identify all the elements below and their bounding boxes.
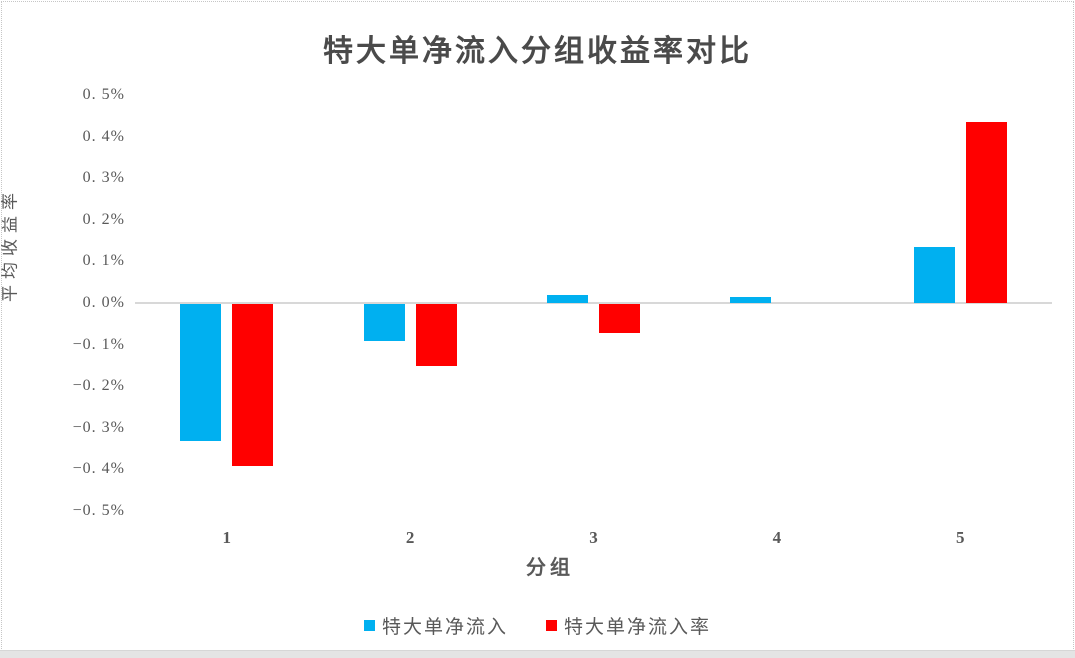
x-tick-label: 4 — [772, 528, 782, 547]
bar-series-1-group-5 — [913, 246, 955, 303]
bar-series-1-group-1 — [180, 304, 222, 442]
plot-area — [135, 95, 1052, 511]
bar-series-1-group-4 — [730, 296, 772, 303]
x-axis-title: 分组 — [526, 557, 574, 579]
y-tick-label: −0. 1% — [72, 335, 125, 353]
bar-series-1-group-3 — [547, 294, 588, 303]
legend-item-series-2: 特大单净流入率 — [546, 612, 711, 639]
bar-series-2-group-1 — [232, 304, 274, 467]
legend-swatch-blue — [363, 620, 375, 631]
legend-swatch-red — [546, 620, 557, 631]
y-tick-label: −0. 4% — [72, 460, 125, 478]
y-axis-title-text: 平均收益率 — [0, 187, 20, 302]
legend-item-series-1: 特大单净流入 — [363, 612, 508, 639]
chart-title: 特大单净流入分组收益率对比 — [323, 35, 752, 68]
y-tick-label: 0. 0% — [82, 294, 125, 311]
x-tick-label: 3 — [589, 528, 598, 547]
x-tick-label: 1 — [222, 528, 231, 547]
zero-axis-line — [135, 302, 1052, 304]
y-tick-label: 0. 2% — [82, 210, 125, 228]
y-tick-label: 0. 1% — [82, 252, 125, 270]
y-tick-label: −0. 2% — [72, 377, 125, 395]
bar-series-1-group-2 — [363, 304, 405, 342]
bar-series-2-group-3 — [599, 304, 640, 334]
y-tick-label: −0. 5% — [72, 502, 125, 519]
legend-label-series-2: 特大单净流入率 — [564, 617, 712, 638]
window-edge-strip — [0, 650, 1075, 658]
y-tick-label: 0. 4% — [82, 127, 125, 145]
bar-series-2-group-2 — [415, 304, 457, 367]
legend: 特大单净流入 特大单净流入率 — [0, 612, 1075, 639]
y-tick-label: 0. 5% — [82, 86, 125, 103]
x-tick-label: 5 — [956, 528, 965, 547]
y-tick-label: 0. 3% — [82, 169, 125, 187]
legend-label-series-1: 特大单净流入 — [381, 617, 508, 638]
bar-series-2-group-5 — [965, 122, 1007, 303]
x-tick-label: 2 — [405, 528, 415, 547]
y-tick-label: −0. 3% — [72, 418, 125, 436]
